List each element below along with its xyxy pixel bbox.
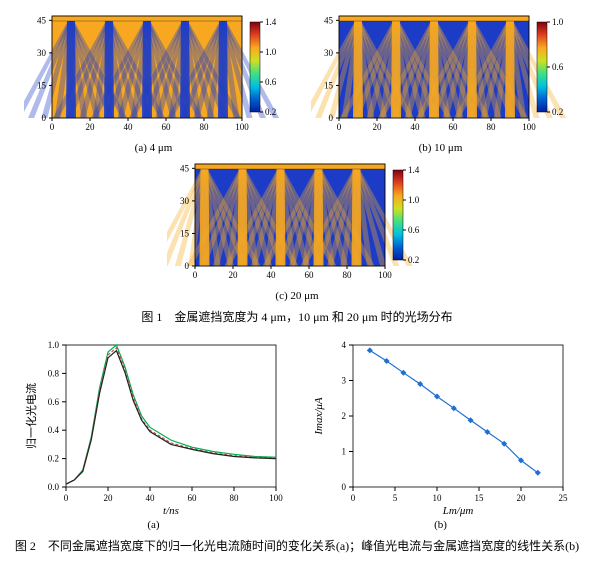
svg-text:0: 0 <box>185 261 190 271</box>
svg-text:0: 0 <box>41 113 46 123</box>
svg-text:20: 20 <box>104 493 114 503</box>
fig2-panel-b: 0 5 10 15 20 25 0 1 2 3 4 Lm/μm Imax/μA (b) <box>308 337 573 531</box>
svg-text:0.2: 0.2 <box>48 454 59 464</box>
svg-text:100: 100 <box>522 122 536 132</box>
svg-text:1: 1 <box>342 447 347 457</box>
svg-text:0: 0 <box>328 113 333 123</box>
svg-text:0: 0 <box>64 493 69 503</box>
svg-text:30: 30 <box>324 48 334 58</box>
svg-text:100: 100 <box>235 122 249 132</box>
svg-text:30: 30 <box>37 48 47 58</box>
svg-text:15: 15 <box>37 80 47 90</box>
svg-text:10: 10 <box>433 493 443 503</box>
svg-text:3: 3 <box>342 376 347 386</box>
svg-text:60: 60 <box>161 122 171 132</box>
svg-text:20: 20 <box>85 122 95 132</box>
svg-text:15: 15 <box>180 228 190 238</box>
svg-text:15: 15 <box>475 493 485 503</box>
fig1a-label: (a) 4 μm <box>135 142 173 154</box>
svg-text:0.2: 0.2 <box>552 107 563 117</box>
svg-text:20: 20 <box>517 493 527 503</box>
fig1b-label: (b) 10 μm <box>419 142 463 154</box>
svg-text:100: 100 <box>269 493 283 503</box>
svg-text:0.2: 0.2 <box>265 107 276 117</box>
svg-text:80: 80 <box>230 493 240 503</box>
svg-text:0: 0 <box>49 122 54 132</box>
svg-text:0.4: 0.4 <box>48 425 60 435</box>
svg-text:0: 0 <box>336 122 341 132</box>
fig2-panel-a: 0 20 40 60 80 100 0.0 0.2 0.4 0.6 0.8 1.0 t/ns 归一化光电流… <box>21 337 286 531</box>
figure2-caption: 图 2 不同金属遮挡宽度下的归一化光电流随时间的变化关系(a)；峰值光电流与金属… <box>10 537 584 554</box>
svg-text:40: 40 <box>410 122 420 132</box>
svg-text:45: 45 <box>324 15 334 25</box>
svg-text:40: 40 <box>123 122 133 132</box>
svg-text:t/ns: t/ns <box>163 505 179 517</box>
svg-text:0: 0 <box>351 493 356 503</box>
fig1-panel-a: 0 20 40 60 80 100 0 15 30 45 0.2 0.6 1.0 1.4 (a) 4 μm <box>24 10 284 154</box>
svg-text:1.0: 1.0 <box>48 340 60 350</box>
svg-text:80: 80 <box>486 122 496 132</box>
fig2b-label: (b) <box>434 519 447 531</box>
svg-text:0.6: 0.6 <box>552 62 564 72</box>
svg-text:4: 4 <box>342 340 347 350</box>
svg-text:0.6: 0.6 <box>408 225 420 235</box>
svg-text:1.0: 1.0 <box>552 17 564 27</box>
svg-text:0: 0 <box>342 482 347 492</box>
svg-text:30: 30 <box>180 196 190 206</box>
svg-text:20: 20 <box>229 270 239 280</box>
figure1-caption: 图 1 金属遮挡宽度为 4 μm，10 μm 和 20 μm 时的光场分布 <box>10 308 584 325</box>
svg-text:0: 0 <box>193 270 198 280</box>
fig1-panel-c: 0 20 40 60 80 100 0 15 30 45 0.2 0.6 1.0 1.4 (c) 20 μ… <box>167 158 427 302</box>
svg-text:25: 25 <box>559 493 569 503</box>
svg-text:80: 80 <box>343 270 353 280</box>
svg-text:归一化光电流: 归一化光电流 <box>24 383 38 449</box>
svg-text:1.0: 1.0 <box>265 47 277 57</box>
fig1-panel-b: 0 20 40 60 80 100 0 15 30 45 0.2 0.6 1.0 (b) 10 μm <box>311 10 571 154</box>
svg-text:40: 40 <box>267 270 277 280</box>
svg-text:80: 80 <box>199 122 209 132</box>
fig1c-label: (c) 20 μm <box>275 290 318 302</box>
figure2-row: 0204060801000.00.20.40.60.81.0t/ns归一化光电流… <box>10 337 584 531</box>
svg-text:45: 45 <box>180 163 190 173</box>
svg-text:60: 60 <box>448 122 458 132</box>
svg-text:45: 45 <box>37 15 47 25</box>
svg-text:0.0: 0.0 <box>48 482 60 492</box>
svg-text:100: 100 <box>378 270 392 280</box>
svg-text:1.4: 1.4 <box>408 165 420 175</box>
svg-text:Lm/μm: Lm/μm <box>442 505 474 517</box>
svg-text:1.4: 1.4 <box>265 17 277 27</box>
svg-text:60: 60 <box>188 493 198 503</box>
svg-text:0.8: 0.8 <box>48 368 60 378</box>
figure1-row2: 0 20 40 60 80 100 0 15 30 45 0.2 0.6 1.0 1.4 (c) 20 μ… <box>10 158 584 302</box>
figure1-row1: 0 20 40 60 80 100 0 15 30 45 0.2 0.6 1.0 1.4 (a) 4 μm… <box>10 10 584 154</box>
svg-text:40: 40 <box>146 493 156 503</box>
svg-text:60: 60 <box>305 270 315 280</box>
svg-text:0.6: 0.6 <box>48 397 60 407</box>
svg-text:1.0: 1.0 <box>408 195 420 205</box>
fig2a-label: (a) <box>147 519 159 531</box>
svg-text:2: 2 <box>342 411 347 421</box>
svg-text:15: 15 <box>324 80 334 90</box>
svg-text:0.2: 0.2 <box>408 255 419 265</box>
svg-text:Imax/μA: Imax/μA <box>313 397 325 436</box>
svg-text:20: 20 <box>372 122 382 132</box>
svg-text:0.6: 0.6 <box>265 77 277 87</box>
svg-text:5: 5 <box>393 493 398 503</box>
